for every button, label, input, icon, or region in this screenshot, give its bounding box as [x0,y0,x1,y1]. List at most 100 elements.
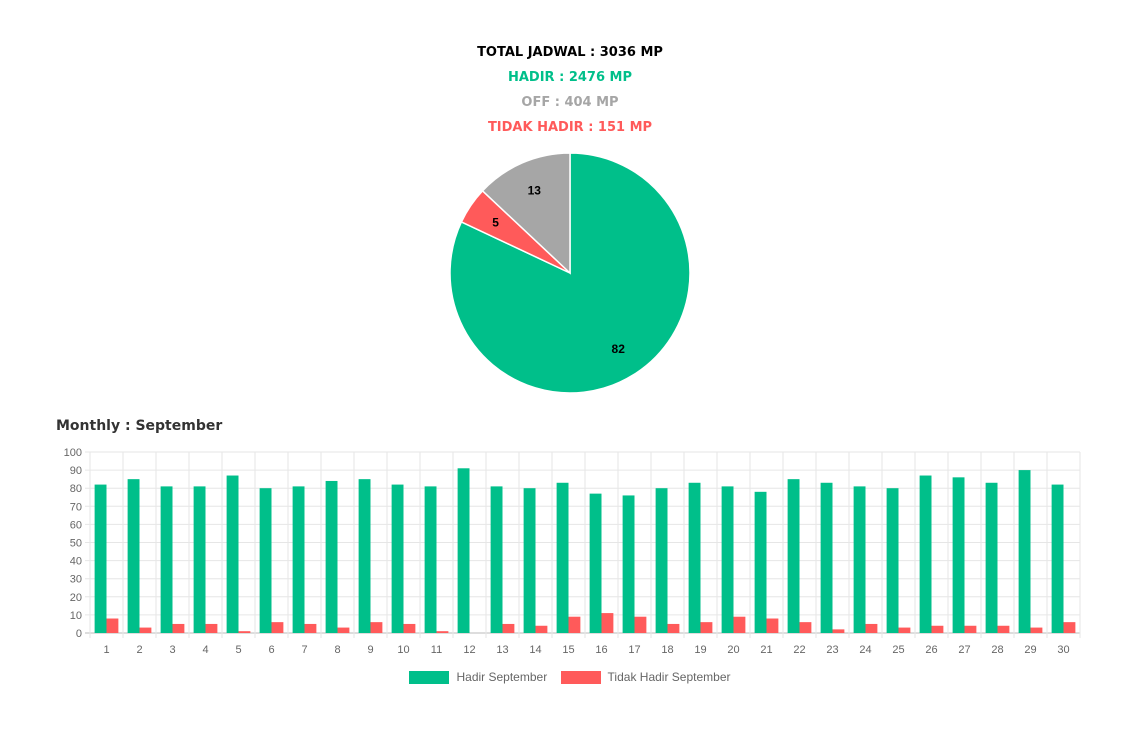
x-tick-label: 5 [235,644,241,656]
bar-hadir-30[interactable] [1051,484,1064,633]
bar-tidak-hadir-3[interactable] [172,623,185,633]
x-tick-label: 2 [136,644,142,656]
bar-hadir-12[interactable] [457,468,470,633]
bar-tidak-hadir-23[interactable] [832,629,845,633]
bar-tidak-hadir-20[interactable] [733,616,746,633]
hadir-label: HADIR : 2476 MP [507,70,632,85]
bar-hadir-11[interactable] [424,486,437,633]
monthly-title: Monthly : September [56,418,223,434]
pie-slice-label-2: 13 [528,183,542,197]
bar-hadir-6[interactable] [259,488,272,633]
tidak-hadir-label: TIDAK HADIR : 151 MP [487,120,653,135]
bar-tidak-hadir-24[interactable] [865,623,878,633]
bar-hadir-28[interactable] [985,482,998,633]
x-tick-label: 15 [562,644,574,656]
bar-hadir-21[interactable] [754,491,767,633]
bar-hadir-22[interactable] [787,479,800,633]
bar-tidak-hadir-25[interactable] [898,627,911,633]
x-tick-label: 29 [1024,644,1036,656]
x-tick-label: 23 [826,644,838,656]
bar-hadir-23[interactable] [820,482,833,633]
bar-hadir-5[interactable] [226,475,239,633]
x-tick-label: 7 [301,644,307,656]
bar-tidak-hadir-21[interactable] [766,618,779,633]
bar-tidak-hadir-22[interactable] [799,622,812,633]
bar-hadir-14[interactable] [523,488,536,633]
bar-tidak-hadir-7[interactable] [304,623,317,633]
bar-hadir-19[interactable] [688,482,701,633]
bar-hadir-2[interactable] [127,479,140,633]
bar-tidak-hadir-30[interactable] [1063,622,1076,633]
x-tick-label: 10 [397,644,409,656]
bar-tidak-hadir-16[interactable] [601,613,614,633]
pie-slice-0[interactable] [449,152,691,394]
bar-hadir-18[interactable] [655,488,668,633]
bar-tidak-hadir-1[interactable] [106,618,119,633]
bar-tidak-hadir-29[interactable] [1030,627,1043,633]
x-tick-label: 11 [431,644,442,656]
y-tick-label: 60 [70,519,82,531]
bar-hadir-1[interactable] [94,484,107,633]
x-tick-label: 3 [169,644,175,656]
x-tick-label: 18 [661,644,673,656]
bar-tidak-hadir-27[interactable] [964,625,977,633]
x-tick-label: 1 [103,644,109,656]
bar-hadir-8[interactable] [325,480,338,633]
bar-tidak-hadir-10[interactable] [403,623,416,633]
y-tick-label: 40 [70,556,82,568]
bar-hadir-16[interactable] [589,493,602,633]
y-tick-label: 80 [70,483,82,495]
bar-tidak-hadir-9[interactable] [370,622,383,633]
bar-chart-legend: Hadir September Tidak Hadir September [0,670,1140,687]
x-tick-label: 8 [334,644,340,656]
bar-hadir-27[interactable] [952,477,965,633]
x-tick-label: 12 [463,644,475,656]
bar-tidak-hadir-8[interactable] [337,627,350,633]
y-tick-label: 20 [70,592,82,604]
bar-hadir-20[interactable] [721,486,734,633]
bar-tidak-hadir-5[interactable] [238,631,251,633]
y-tick-label: 90 [70,465,82,477]
bar-tidak-hadir-11[interactable] [436,631,449,633]
bar-hadir-4[interactable] [193,486,206,633]
bar-hadir-29[interactable] [1018,470,1031,633]
x-tick-label: 6 [268,644,274,656]
y-tick-label: 0 [76,628,82,640]
bar-tidak-hadir-17[interactable] [634,616,647,633]
bar-tidak-hadir-19[interactable] [700,622,713,633]
bar-hadir-17[interactable] [622,495,635,633]
bar-tidak-hadir-2[interactable] [139,627,152,633]
bar-tidak-hadir-13[interactable] [502,623,515,633]
pie-slice-label-1: 5 [492,215,499,229]
bar-hadir-15[interactable] [556,482,569,633]
x-tick-label: 9 [367,644,373,656]
bar-hadir-10[interactable] [391,484,404,633]
bar-hadir-24[interactable] [853,486,866,633]
bar-hadir-7[interactable] [292,486,305,633]
bar-tidak-hadir-18[interactable] [667,623,680,633]
bar-hadir-9[interactable] [358,479,371,633]
total-jadwal-label: TOTAL JADWAL : 3036 MP [477,45,663,60]
x-tick-label: 16 [595,644,607,656]
bar-tidak-hadir-14[interactable] [535,625,548,633]
legend-item-hadir[interactable]: Hadir September [409,670,547,684]
legend-item-tidak-hadir[interactable]: Tidak Hadir September [560,670,731,684]
pie-slice-2[interactable] [481,152,571,275]
summary-block: TOTAL JADWAL : 3036 MP HADIR : 2476 MP O… [0,40,1140,140]
bar-tidak-hadir-26[interactable] [931,625,944,633]
bar-tidak-hadir-6[interactable] [271,622,284,633]
legend-swatch-hadir [409,670,450,684]
bar-hadir-3[interactable] [160,486,173,633]
x-tick-label: 25 [892,644,904,656]
bar-tidak-hadir-28[interactable] [997,625,1010,633]
x-tick-label: 20 [727,644,739,656]
bar-chart-grid [85,451,1081,638]
bar-hadir-25[interactable] [886,488,899,633]
bar-hadir-26[interactable] [919,475,932,633]
bar-tidak-hadir-4[interactable] [205,623,218,633]
bar-hadir-13[interactable] [490,486,503,633]
bar-tidak-hadir-15[interactable] [568,616,581,633]
legend-label-hadir: Hadir September [456,670,548,684]
off-label: OFF : 404 MP [521,95,619,110]
